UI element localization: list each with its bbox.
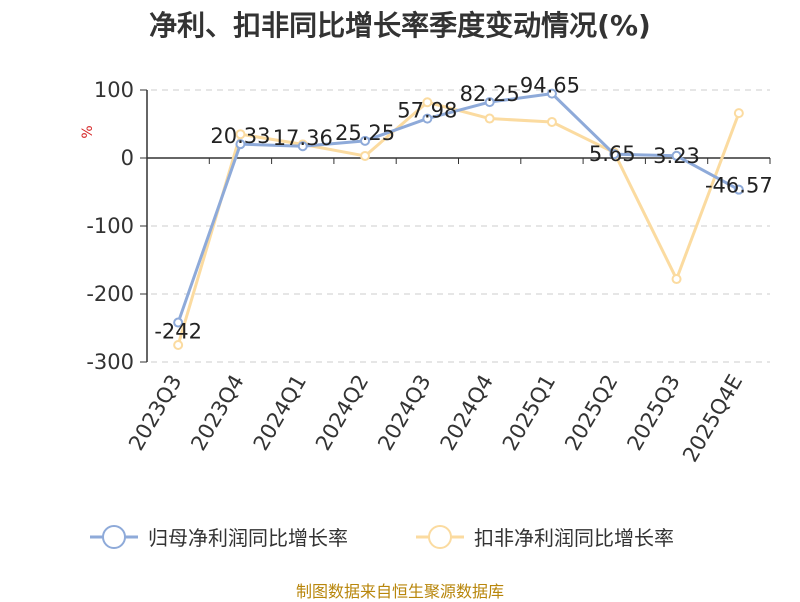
data-point-series-1 bbox=[360, 135, 371, 146]
data-point-series-1 bbox=[235, 139, 246, 150]
data-point-series-1 bbox=[609, 149, 620, 160]
legend-marker bbox=[428, 525, 452, 549]
x-tick-label: 2024Q3 bbox=[373, 370, 435, 454]
x-tick-label: 2025Q3 bbox=[622, 371, 684, 455]
series-layer bbox=[173, 88, 744, 350]
legend-label: 归母净利润同比增长率 bbox=[148, 526, 348, 550]
y-axis-unit-label: % bbox=[80, 125, 96, 138]
data-point-series-2 bbox=[546, 116, 557, 127]
data-point-series-2 bbox=[173, 340, 184, 350]
data-point-series-1 bbox=[733, 184, 744, 195]
x-tick-label: 2023Q3 bbox=[124, 371, 186, 455]
data-point-series-1 bbox=[546, 88, 557, 99]
y-tick-label: -200 bbox=[86, 282, 134, 306]
y-tick-label: 0 bbox=[121, 146, 134, 170]
x-tick-label: 2025Q2 bbox=[560, 371, 622, 455]
data-point-series-2 bbox=[360, 150, 371, 161]
data-label: 82.25 bbox=[460, 82, 520, 106]
data-point-series-2 bbox=[235, 129, 246, 140]
grid-lines bbox=[140, 89, 770, 363]
data-label: 94.65 bbox=[520, 74, 580, 98]
data-label: -46.57 bbox=[705, 174, 773, 198]
chart-title: 净利、扣非同比增长率季度变动情况(%) bbox=[149, 9, 651, 42]
data-label: -242 bbox=[154, 320, 202, 344]
data-label: 20.33 bbox=[210, 124, 270, 148]
x-tick-label: 2025Q1 bbox=[498, 371, 560, 455]
data-point-series-2 bbox=[671, 274, 682, 285]
legend-label: 扣非净利润同比增长率 bbox=[474, 526, 674, 550]
data-label: 3.23 bbox=[653, 144, 700, 168]
data-point-series-1 bbox=[671, 150, 682, 161]
data-point-series-1 bbox=[173, 317, 184, 328]
y-tick-label: -100 bbox=[86, 214, 134, 238]
data-point-series-1 bbox=[297, 141, 308, 152]
data-label: 25.25 bbox=[335, 121, 395, 145]
x-tick-label: 2024Q4 bbox=[436, 371, 498, 455]
x-tick-label: 2023Q4 bbox=[186, 371, 248, 455]
source-note: 制图数据来自恒生聚源数据库 bbox=[295, 582, 504, 601]
legend: 归母净利润同比增长率 扣非净利润同比增长率 bbox=[90, 525, 674, 550]
x-tick-label: 2024Q2 bbox=[311, 371, 373, 455]
y-tick-label: 100 bbox=[94, 78, 134, 102]
data-point-series-1 bbox=[422, 113, 433, 124]
series-line-1 bbox=[176, 92, 740, 324]
data-point-series-1 bbox=[484, 97, 495, 108]
data-point-series-2 bbox=[422, 97, 433, 108]
data-label: 17.36 bbox=[273, 126, 333, 150]
data-point-series-2 bbox=[733, 108, 744, 119]
data-point-series-2 bbox=[484, 113, 495, 124]
x-tick-label: 2025Q4E bbox=[678, 371, 747, 467]
legend-marker bbox=[102, 525, 126, 549]
y-tick-label: -300 bbox=[86, 350, 134, 374]
x-tick-label: 2024Q1 bbox=[249, 371, 311, 455]
data-label: 5.65 bbox=[589, 142, 636, 166]
data-label: 57.98 bbox=[397, 99, 457, 123]
